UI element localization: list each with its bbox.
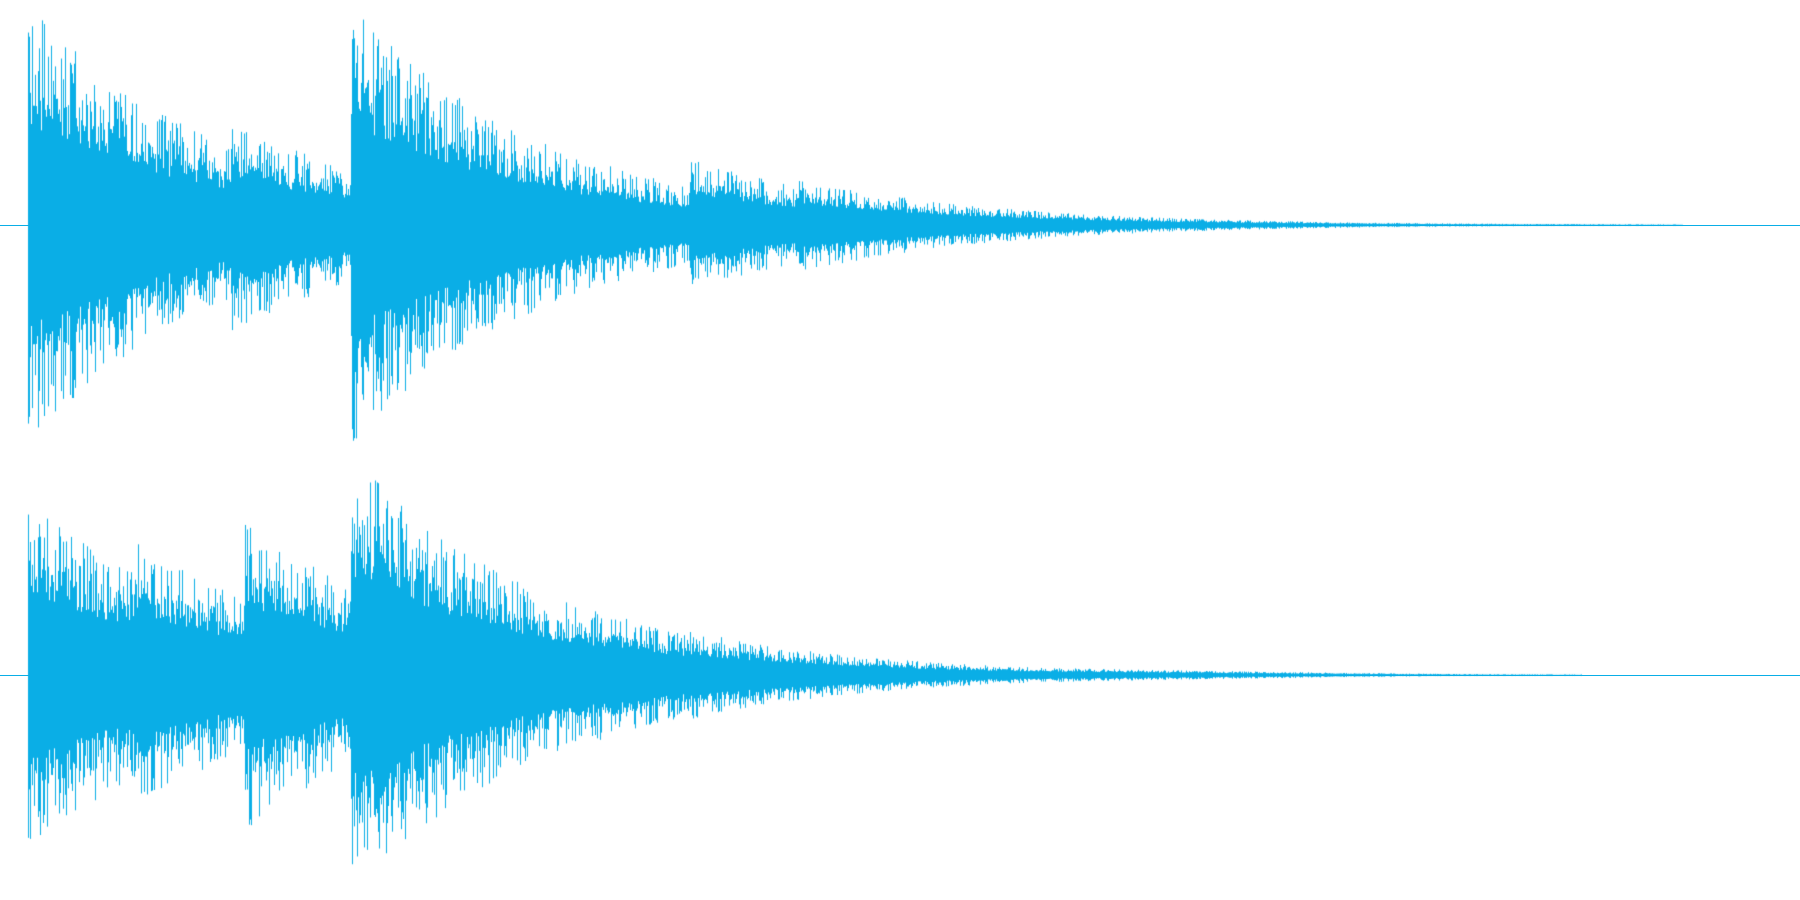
channel-1-zero-line (0, 225, 1800, 226)
channel-2-zero-line (0, 675, 1800, 676)
